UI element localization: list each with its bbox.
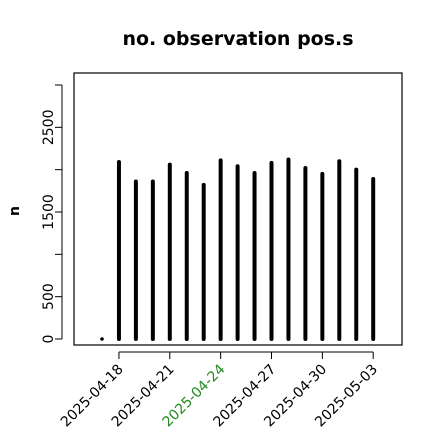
y-tick-label: 0 [41,335,57,344]
bar [100,337,104,341]
bars [100,157,376,341]
y-axis: 0 500 1500 2500 [41,84,63,344]
plot-frame [73,72,403,346]
y-tick-label: 2500 [41,110,57,146]
chart-title: no. observation pos.s [122,28,353,50]
x-axis: 2025-04-182025-04-212025-04-242025-04-27… [58,351,381,430]
y-tick-label: 500 [41,283,57,310]
y-axis-label: n [7,206,23,216]
y-tick-label: 1500 [41,194,57,230]
